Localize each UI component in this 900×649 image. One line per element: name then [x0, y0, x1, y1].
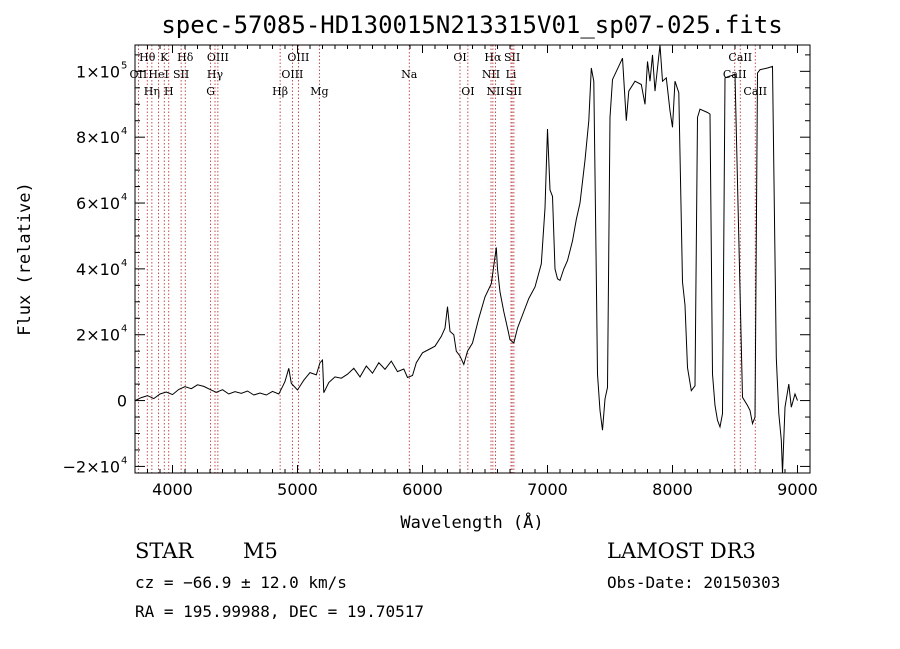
- line-marker-label: K: [160, 51, 169, 64]
- y-tick-exponent: 5: [121, 60, 127, 71]
- y-tick-exponent: 4: [121, 126, 127, 137]
- y-tick-label: 0: [117, 392, 127, 411]
- spectral-line-markers: Hθ OII Hη K HeI H Hδ SII OIII Hγ G Hβ OIII OIII Mg Na OI…: [130, 45, 767, 473]
- line-marker-label: OIII: [281, 68, 303, 81]
- coordinates: RA = 195.99988, DEC = 19.70517: [135, 602, 424, 621]
- line-marker-label: Hη: [144, 85, 160, 98]
- line-marker-label: SII: [506, 85, 522, 98]
- line-marker-label: Hβ: [272, 85, 288, 98]
- x-tick-label: 7000: [527, 480, 568, 499]
- y-tick-label: 4×10: [76, 260, 120, 279]
- x-axis-label: Wavelength (Å): [400, 511, 543, 533]
- line-marker-label: Hγ: [207, 68, 224, 81]
- line-marker-label: SII: [504, 51, 520, 64]
- y-tick-exponent: 4: [121, 324, 127, 335]
- line-marker-label: NII: [482, 68, 500, 81]
- y-tick-label: 8×10: [76, 128, 120, 147]
- x-tick-label: 4000: [152, 480, 193, 499]
- line-marker-label: NII: [486, 85, 504, 98]
- object-class: STAR: [135, 539, 194, 563]
- spectrum-line: [134, 44, 798, 474]
- x-tick-label: 8000: [652, 480, 693, 499]
- object-subclass: M5: [243, 539, 278, 563]
- line-marker-label: Mg: [310, 85, 328, 98]
- line-marker-label: G: [206, 85, 215, 98]
- y-tick-exponent: 4: [121, 258, 127, 269]
- line-marker-label: Hθ: [139, 51, 156, 64]
- line-marker-label: HeI: [148, 68, 168, 81]
- x-tick-label: 5000: [277, 480, 318, 499]
- y-tick-label: 2×10: [76, 326, 120, 345]
- line-marker-label: OI: [453, 51, 466, 64]
- x-tick-label: 9000: [777, 480, 818, 499]
- line-marker-label: H: [164, 85, 174, 98]
- axis-ticks: 4000 5000 6000 7000 8000 9000−2×10 402×10 44×10…: [63, 45, 818, 499]
- line-marker-label: Li: [506, 68, 517, 81]
- y-tick-label: 1×10: [76, 62, 120, 81]
- survey-name: LAMOST DR3: [607, 539, 756, 563]
- y-tick-exponent: 4: [121, 192, 127, 203]
- line-marker-label: CaII: [743, 85, 767, 98]
- redshift-readout: cz = −66.9 ± 12.0 km/s: [135, 573, 347, 592]
- obs-date: Obs-Date: 20150303: [607, 573, 780, 592]
- x-tick-label: 6000: [402, 480, 443, 499]
- line-marker-label: OIII: [287, 51, 309, 64]
- line-marker-label: OI: [461, 85, 474, 98]
- line-marker-label: Na: [401, 68, 418, 81]
- y-tick-label: −2×10: [63, 457, 120, 476]
- line-marker-label: OII: [130, 68, 148, 81]
- chart-title: spec-57085-HD130015N213315V01_sp07-025.f…: [161, 11, 782, 39]
- y-tick-exponent: 4: [121, 455, 127, 466]
- plot-frame: [134, 44, 811, 474]
- line-marker-label: CaII: [728, 51, 752, 64]
- line-marker-label: SII: [173, 68, 189, 81]
- y-tick-label: 6×10: [76, 194, 120, 213]
- line-marker-label: Hα: [484, 51, 502, 64]
- line-marker-label: Hδ: [177, 51, 194, 64]
- y-axis-label: Flux (relative): [15, 182, 35, 336]
- line-marker-label: OIII: [207, 51, 229, 64]
